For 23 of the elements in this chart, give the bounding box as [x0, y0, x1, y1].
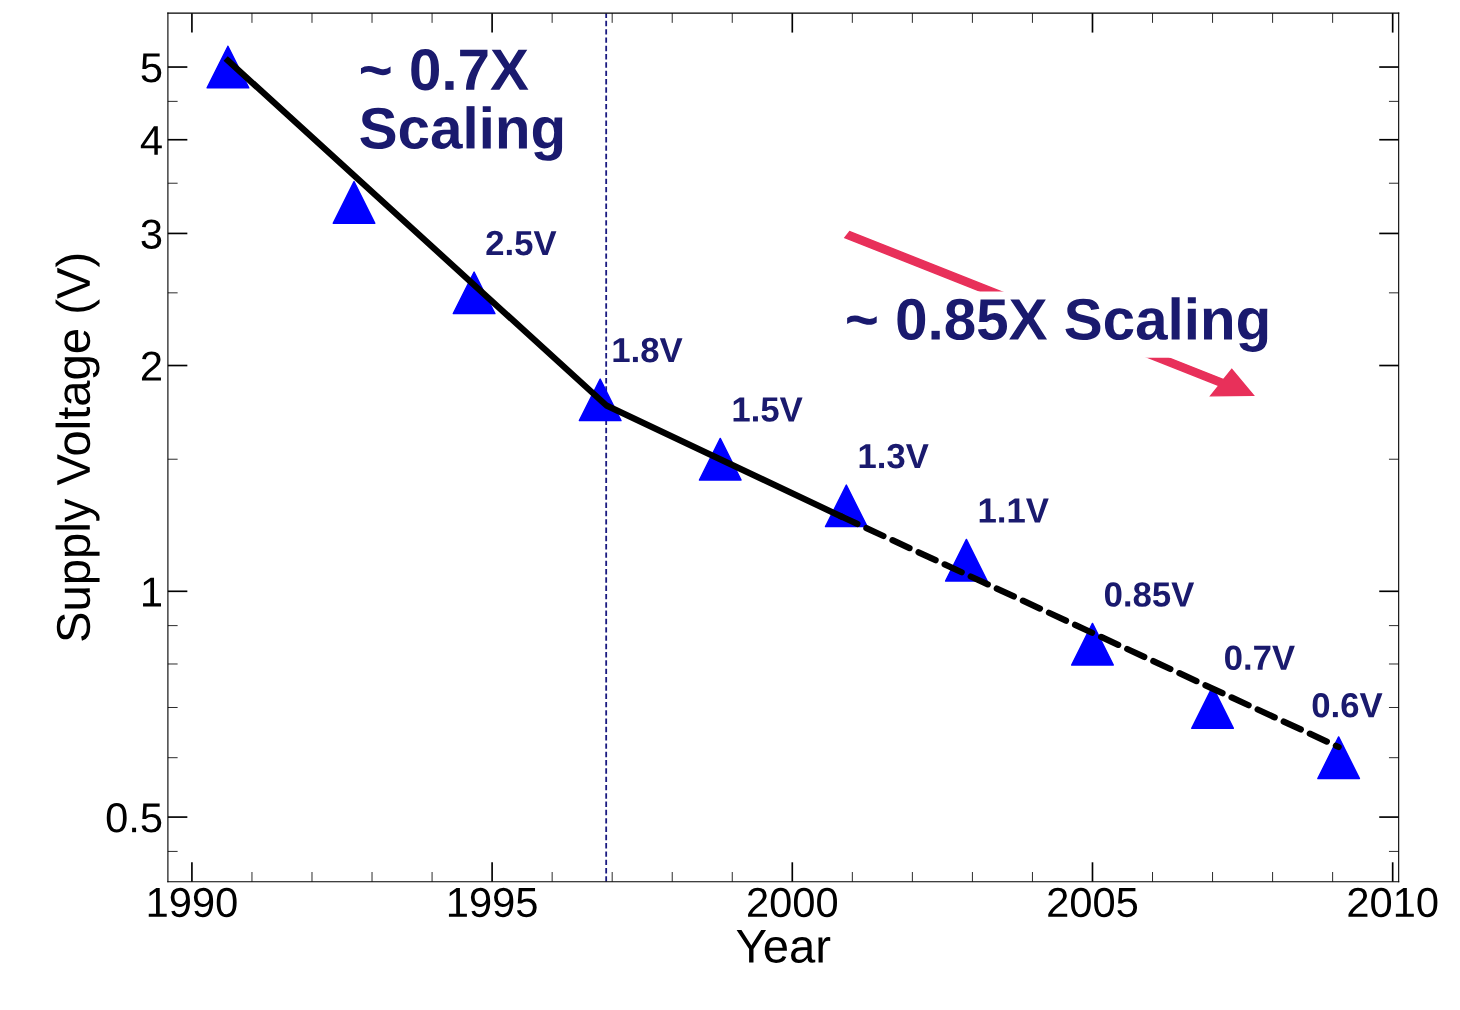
annotation: ~ 0.7X Scaling [360, 49, 563, 161]
x-tick-label: 2000 [748, 887, 838, 918]
x-tick-label: 1990 [148, 887, 237, 918]
data-label: 1.1V [979, 498, 1049, 523]
data-label: 2.5V [486, 230, 557, 256]
data-label: 0.7V [1225, 645, 1295, 671]
y-tick-label: 5 [141, 53, 162, 83]
y-tick-label: 4 [140, 126, 162, 155]
x-tick-label: 2010 [1348, 887, 1438, 918]
annotation: ~ 0.85X Scaling [847, 297, 1268, 352]
data-label: 0.85V [1104, 582, 1195, 607]
data-label: 0.6V [1312, 692, 1383, 718]
data-label: 1.5V [733, 397, 803, 422]
y-tick-label: 0.5 [106, 803, 162, 833]
x-axis-title: Year [736, 929, 831, 963]
x-tick-label: 2005 [1048, 887, 1138, 918]
y-axis-title: Supply Voltage (V) [55, 254, 100, 641]
y-tick-label: 2 [141, 351, 161, 381]
x-tick-label: 1995 [448, 887, 537, 918]
y-tick-label: 1 [143, 577, 162, 607]
y-tick-label: 3 [141, 219, 162, 249]
data-label: 1.3V [859, 443, 929, 469]
data-label: 1.8V [613, 337, 683, 363]
